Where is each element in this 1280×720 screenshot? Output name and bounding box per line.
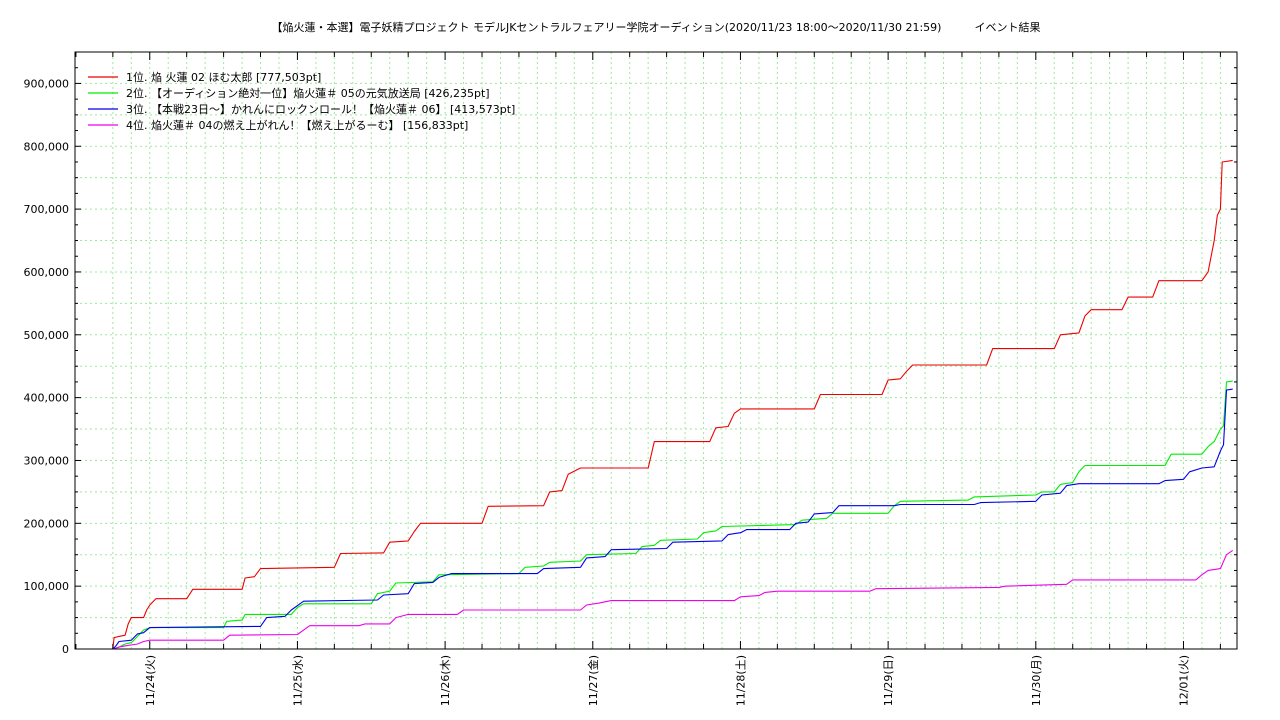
series-line-1 <box>112 159 1233 650</box>
axis-ticks <box>75 51 1237 650</box>
series-line-2 <box>112 380 1233 650</box>
y-tick-labels: 0 100,000 200,000 300,000 400,000 500,000 600,… <box>24 77 70 656</box>
series-line-4 <box>112 549 1234 650</box>
x-tick-label: 11/29(日) <box>882 655 895 706</box>
series-line-3 <box>112 388 1233 650</box>
grid-lines <box>75 52 1237 649</box>
y-tick-label: 400,000 <box>24 392 70 405</box>
y-tick-label: 0 <box>62 643 69 656</box>
legend-label-4: 4位. 焔火蓮＃ 04の燃え上がれん！【燃え上がるーむ】 [156,833pt] <box>126 118 468 132</box>
chart-title: 【焔火蓮・本選】電子妖精プロジェクト モデルJKセントラルフェアリー学院オーディ… <box>271 21 1041 34</box>
legend-label-2: 2位. 【オーディション絶対一位】焔火蓮＃ 05の元気放送局 [426,235p… <box>126 86 490 100</box>
legend-label-1: 1位. 焔 火蓮 02 ほむ太郎 [777,503pt] <box>126 70 321 84</box>
x-tick-label: 11/27(金) <box>586 655 600 706</box>
legend: 1位. 焔 火蓮 02 ほむ太郎 [777,503pt] 2位. 【オーディション… <box>88 70 515 132</box>
y-tick-label: 300,000 <box>24 454 70 467</box>
y-tick-label: 700,000 <box>24 203 70 216</box>
y-tick-label: 600,000 <box>24 266 70 279</box>
legend-label-3: 3位. 【本戦23日〜】かれんにロックンロール！【焔火蓮＃ 06】 [413,5… <box>126 102 515 116</box>
y-tick-label: 900,000 <box>24 77 70 90</box>
y-tick-label: 200,000 <box>24 517 70 530</box>
plot-frame <box>74 51 1238 650</box>
x-tick-labels: 11/24(火) 11/25(水) 11/26(木) 11/27(金) 11/28(土)… <box>144 655 1191 706</box>
x-tick-label: 11/26(木) <box>439 655 452 706</box>
x-tick-label: 11/30(月) <box>1030 655 1043 706</box>
x-tick-label: 11/28(土) <box>734 655 747 706</box>
y-tick-label: 500,000 <box>24 329 70 342</box>
x-tick-label: 11/24(火) <box>144 655 157 706</box>
x-tick-label: 11/25(水) <box>291 655 304 706</box>
y-tick-label: 100,000 <box>24 580 70 593</box>
y-tick-label: 800,000 <box>24 140 70 153</box>
x-tick-label: 12/01(火) <box>1177 655 1190 706</box>
series-lines <box>112 159 1234 650</box>
